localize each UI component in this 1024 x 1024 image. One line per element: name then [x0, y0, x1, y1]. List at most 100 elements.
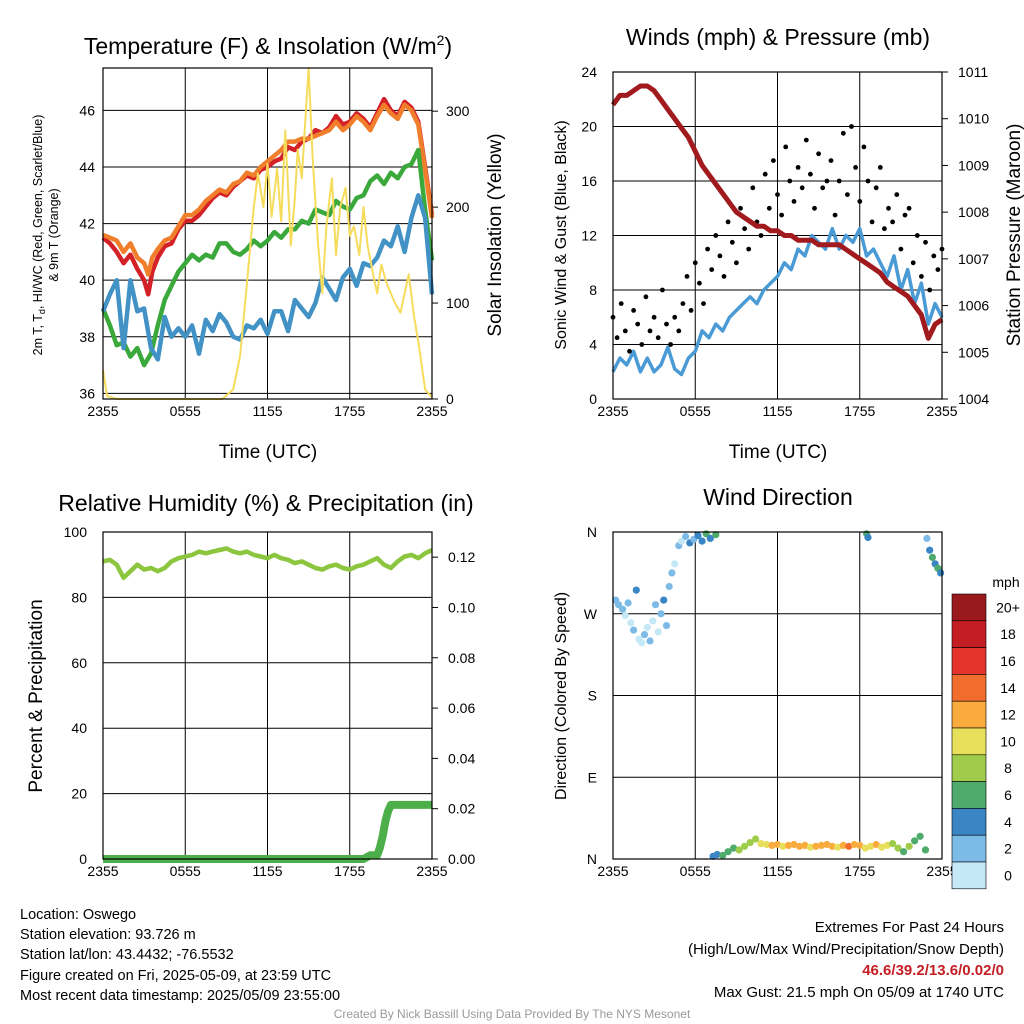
direction-point [682, 532, 690, 541]
gust-point [680, 301, 686, 306]
y2-tick-label: 100 [446, 295, 470, 311]
direction-point [878, 843, 886, 851]
y-tick-label: 80 [71, 589, 87, 605]
y2-tick-label: 1006 [958, 298, 989, 314]
gust-point [812, 205, 817, 211]
y2-axis-label: Solar Insolation (Yellow) [485, 133, 506, 336]
direction-point [812, 842, 820, 850]
y-tick-label: 40 [79, 272, 95, 288]
gust-point [635, 321, 641, 327]
direction-point [752, 835, 760, 843]
gust-point [758, 233, 764, 238]
y-tick-label: 42 [79, 216, 95, 232]
gust-point [935, 267, 941, 272]
y-axis-label: Direction (Colored By Speed) [553, 592, 570, 800]
y2-tick-label: 1009 [958, 157, 989, 173]
plot-frame [102, 531, 433, 860]
x-tick-label: 2355 [926, 863, 957, 879]
y-tick-label: E [588, 769, 597, 785]
gust-point [898, 246, 904, 252]
gust-point [725, 219, 731, 225]
series-line-solar-insolation [102, 67, 433, 400]
gust-point [832, 212, 838, 218]
direction-point [654, 628, 662, 636]
colorbar-swatch [951, 808, 987, 836]
gust-point [795, 165, 801, 170]
x-tick-label: 1755 [844, 863, 875, 879]
station-latlon: Station lat/lon: 43.4432; -76.5532 [20, 947, 234, 964]
direction-point [741, 842, 749, 850]
y-tick-label: 38 [79, 329, 95, 345]
direction-point [627, 619, 635, 627]
direction-point [712, 531, 720, 539]
direction-point [665, 582, 673, 591]
extremes-values: 46.6/39.2/13.6/0.02/0 [862, 962, 1004, 979]
gust-point [705, 246, 710, 252]
gust-point [865, 178, 871, 184]
gust-point [672, 314, 678, 320]
y2-tick-label: 0.08 [448, 650, 475, 666]
direction-point [762, 840, 771, 849]
gust-point [808, 171, 813, 177]
x-tick-label: 2355 [416, 863, 447, 879]
gust-point [820, 185, 826, 191]
gust-point [614, 335, 620, 341]
y2-tick-label: 0.02 [448, 801, 475, 817]
x-tick-label: 1155 [762, 403, 792, 419]
y-tick-label: 24 [581, 64, 597, 80]
meteogram-figure: Temperature (F) & Insolation (W/m2) 36 38 4… [26, 24, 1024, 890]
direction-point [649, 617, 657, 625]
direction-point [757, 840, 765, 848]
series-line-td [100, 147, 435, 368]
direction-point [795, 842, 804, 850]
gust-point [746, 246, 752, 252]
plot-frame [612, 71, 943, 400]
y-axis-label-2: & 9m T (Orange) [47, 188, 61, 281]
station-location: Location: Oswego [20, 907, 137, 923]
gust-point [927, 287, 933, 293]
x-tick-label: 2355 [87, 403, 118, 419]
direction-point [926, 546, 934, 554]
x-tick-label: 1755 [334, 403, 365, 419]
gust-point [857, 199, 863, 204]
gust-point [836, 178, 842, 184]
y2-tick-label: 0.12 [448, 549, 475, 565]
gust-point [828, 158, 834, 164]
gust-point [779, 212, 784, 218]
direction-point [894, 844, 902, 852]
y-tick-label: 20 [71, 786, 87, 802]
direction-point [706, 534, 714, 543]
gust-point [692, 260, 698, 266]
direction-point [694, 532, 702, 540]
gust-point [742, 226, 747, 232]
x-tick-label: 2355 [597, 403, 628, 419]
gust-point [840, 130, 846, 136]
direction-point [861, 844, 869, 852]
direction-point [828, 842, 836, 850]
x-tick-label: 0555 [680, 403, 711, 419]
gust-point [902, 212, 908, 218]
gust-point [709, 267, 715, 272]
y2-tick-label: 1008 [958, 204, 989, 220]
direction-point [817, 841, 826, 850]
colorbar-swatch [951, 674, 987, 702]
credit-line: Created By Nick Bassill Using Data Provi… [333, 1007, 691, 1021]
gust-point [771, 158, 776, 164]
y2-tick-label: 1010 [958, 111, 989, 127]
direction-point [839, 841, 847, 850]
gust-point [647, 328, 653, 334]
extremes-subtitle: (High/Low/Max Wind/Precipitation/Snow De… [688, 940, 1004, 958]
chart-title: Wind Direction [703, 484, 853, 510]
colorbar-label: 18 [1000, 626, 1016, 642]
series-line-sonic-wind [611, 226, 944, 377]
colorbar-label: 2 [1004, 841, 1012, 857]
x-tick-label: 2355 [926, 403, 957, 419]
x-axis-label: Time (UTC) [219, 442, 318, 463]
x-axis-label: Time (UTC) [729, 442, 828, 463]
gust-point [738, 205, 743, 211]
extremes-title: Extremes For Past 24 Hours [814, 919, 1004, 936]
plot-frame [612, 531, 943, 860]
gust-point [729, 239, 735, 245]
y-tick-label: 0 [79, 851, 87, 867]
y2-tick-label: 1007 [958, 251, 989, 267]
